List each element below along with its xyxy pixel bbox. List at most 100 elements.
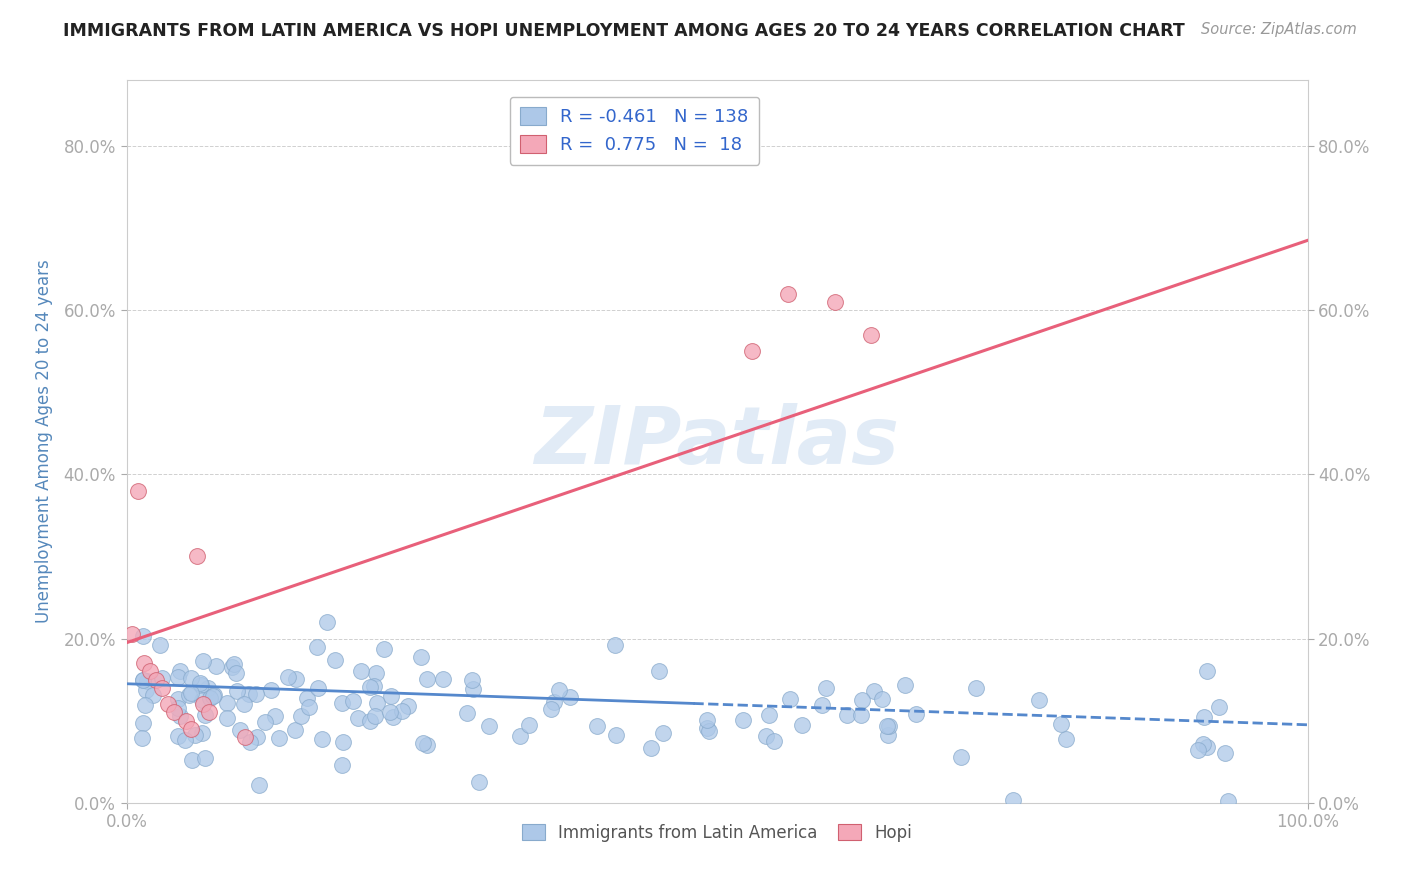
Point: [169, 665, 191, 679]
Point: [205, 658, 228, 673]
Point: [605, 727, 627, 741]
Point: [359, 714, 381, 728]
Point: [478, 719, 501, 733]
Point: [1187, 742, 1209, 756]
Legend: Immigrants from Latin America, Hopi: Immigrants from Latin America, Hopi: [515, 817, 920, 848]
Point: [364, 709, 387, 723]
Point: [198, 691, 221, 706]
Point: [290, 709, 312, 723]
Point: [877, 719, 900, 733]
Point: [696, 714, 718, 728]
Point: [460, 673, 482, 688]
Point: [391, 705, 413, 719]
Point: [183, 728, 205, 742]
Point: [1195, 739, 1218, 754]
Point: [396, 698, 419, 713]
Point: [863, 684, 886, 698]
Point: [174, 714, 197, 728]
Point: [835, 707, 858, 722]
Point: [758, 708, 780, 723]
Point: [179, 689, 201, 703]
Point: [815, 681, 838, 695]
Point: [1002, 793, 1025, 807]
Point: [350, 664, 373, 678]
Point: [150, 681, 173, 695]
Point: [876, 719, 898, 733]
Point: [332, 735, 354, 749]
Point: [142, 688, 165, 702]
Point: [851, 692, 873, 706]
Point: [132, 673, 155, 688]
Point: [222, 657, 245, 672]
Point: [127, 483, 149, 498]
Point: [731, 713, 754, 727]
Point: [697, 724, 720, 739]
Point: [260, 682, 283, 697]
Point: [416, 672, 439, 686]
Point: [366, 696, 388, 710]
Point: [254, 714, 277, 729]
Point: [904, 706, 927, 721]
Point: [779, 691, 801, 706]
Point: [965, 681, 987, 695]
Point: [1054, 731, 1077, 746]
Point: [949, 750, 972, 764]
Point: [824, 295, 846, 310]
Point: [166, 670, 188, 684]
Point: [202, 688, 225, 702]
Point: [346, 711, 368, 725]
Point: [776, 286, 799, 301]
Point: [233, 730, 256, 744]
Point: [139, 665, 162, 679]
Point: [215, 711, 238, 725]
Point: [468, 775, 491, 789]
Point: [1216, 794, 1239, 808]
Point: [755, 729, 778, 743]
Point: [412, 736, 434, 750]
Point: [380, 690, 402, 704]
Text: IMMIGRANTS FROM LATIN AMERICA VS HOPI UNEMPLOYMENT AMONG AGES 20 TO 24 YEARS COR: IMMIGRANTS FROM LATIN AMERICA VS HOPI UN…: [63, 22, 1185, 40]
Point: [145, 673, 167, 687]
Point: [167, 729, 190, 743]
Point: [640, 741, 662, 756]
Point: [359, 680, 381, 694]
Point: [316, 615, 339, 630]
Point: [267, 731, 290, 746]
Point: [149, 638, 172, 652]
Point: [461, 681, 484, 696]
Point: [135, 683, 157, 698]
Point: [1213, 747, 1236, 761]
Point: [648, 664, 671, 678]
Point: [876, 728, 898, 742]
Point: [180, 722, 202, 736]
Point: [1028, 692, 1050, 706]
Point: [652, 725, 675, 739]
Point: [432, 672, 454, 686]
Text: ZIPatlas: ZIPatlas: [534, 402, 900, 481]
Point: [893, 678, 915, 692]
Point: [198, 706, 221, 720]
Point: [851, 707, 873, 722]
Point: [188, 675, 211, 690]
Point: [150, 671, 173, 685]
Point: [225, 683, 247, 698]
Point: [741, 344, 763, 359]
Point: [411, 649, 433, 664]
Point: [263, 709, 285, 723]
Point: [134, 657, 156, 671]
Point: [381, 710, 404, 724]
Point: [284, 723, 307, 737]
Point: [1197, 664, 1219, 678]
Point: [166, 692, 188, 706]
Point: [217, 696, 239, 710]
Point: [311, 732, 333, 747]
Point: [763, 733, 786, 747]
Point: [364, 666, 387, 681]
Point: [233, 697, 256, 711]
Point: [543, 695, 565, 709]
Point: [298, 699, 321, 714]
Point: [132, 716, 155, 731]
Point: [509, 729, 531, 743]
Point: [121, 627, 143, 641]
Point: [194, 751, 217, 765]
